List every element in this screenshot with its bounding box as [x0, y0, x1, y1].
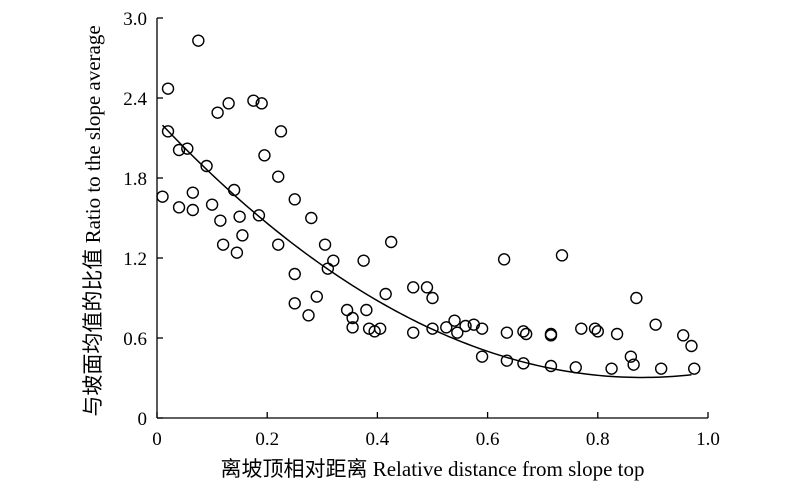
- data-point: [288, 267, 301, 281]
- data-point: [233, 210, 246, 223]
- x-tick-label: 0: [152, 429, 162, 450]
- data-point: [274, 125, 288, 138]
- data-point: [288, 193, 301, 206]
- y-tick-label: 2.4: [123, 89, 147, 110]
- x-tick-label: 0.4: [366, 429, 390, 450]
- data-point: [214, 214, 227, 227]
- data-point: [252, 209, 266, 222]
- data-point: [205, 198, 219, 211]
- data-point: [517, 325, 530, 338]
- data-point: [172, 201, 186, 214]
- data-point: [575, 322, 588, 335]
- data-point: [346, 311, 359, 325]
- data-point: [459, 319, 472, 333]
- data-point: [200, 159, 213, 173]
- x-tick-label: 1.0: [696, 429, 720, 450]
- x-tick-label: 0.6: [476, 429, 500, 450]
- data-point: [519, 327, 533, 341]
- y-tick-label: 3.0: [123, 9, 147, 30]
- data-point: [624, 350, 638, 363]
- data-point: [677, 329, 690, 342]
- data-point: [451, 326, 464, 339]
- data-point: [346, 321, 359, 334]
- data-point: [448, 314, 461, 327]
- data-point: [475, 350, 489, 363]
- data-point: [192, 34, 205, 47]
- data-point: [373, 322, 387, 335]
- data-point: [610, 327, 624, 341]
- data-point: [407, 281, 420, 294]
- data-point: [591, 325, 604, 338]
- data-point: [258, 149, 271, 162]
- data-point: [216, 238, 230, 251]
- data-point: [360, 303, 373, 317]
- data-point: [230, 246, 244, 259]
- data-point: [305, 211, 318, 225]
- data-point: [327, 254, 340, 267]
- data-point: [161, 125, 175, 138]
- x-axis-title: 离坡顶相对距离 Relative distance from slope top: [220, 457, 644, 481]
- data-point: [654, 362, 668, 375]
- data-point: [272, 238, 285, 251]
- data-point: [247, 94, 260, 107]
- data-point: [420, 281, 434, 294]
- y-axis-title-group: 与坡面均值的比值 Ratio to the slope average: [81, 25, 105, 416]
- data-points: [156, 34, 701, 375]
- data-point: [357, 254, 370, 267]
- data-point: [310, 290, 323, 303]
- axes: [156, 18, 708, 419]
- data-point: [627, 358, 640, 371]
- data-point: [497, 253, 511, 266]
- data-point: [500, 326, 514, 339]
- data-point: [172, 143, 186, 157]
- data-point: [605, 362, 618, 375]
- data-point: [426, 291, 439, 305]
- data-point: [340, 303, 354, 317]
- ticks: 0 0.2 0.4 0.6 0.8 1.0 0 0.6 1.2 1.8 2.4 3.0: [123, 9, 720, 450]
- data-point: [649, 318, 662, 331]
- data-point: [630, 291, 643, 305]
- data-point: [475, 322, 489, 335]
- data-point: [440, 321, 453, 334]
- x-tick-label: 0.2: [255, 429, 279, 450]
- data-point: [544, 359, 558, 373]
- data-point: [255, 97, 268, 110]
- data-point: [688, 362, 701, 375]
- data-point: [211, 106, 224, 119]
- data-point: [588, 322, 602, 335]
- data-point: [186, 186, 200, 199]
- data-point: [186, 203, 200, 217]
- data-point: [685, 339, 698, 353]
- y-tick-label: 0.6: [123, 329, 147, 350]
- data-point: [500, 354, 514, 367]
- data-point: [288, 297, 301, 310]
- data-point: [379, 287, 392, 301]
- data-point: [407, 326, 420, 339]
- data-point: [161, 82, 175, 95]
- data-point: [222, 97, 235, 110]
- data-point: [227, 183, 241, 197]
- data-point: [569, 361, 582, 374]
- data-point: [555, 249, 569, 262]
- data-point: [318, 238, 332, 251]
- data-point: [384, 235, 398, 249]
- y-tick-label: 1.8: [123, 169, 147, 190]
- y-tick-label: 0: [138, 409, 148, 430]
- data-point: [272, 170, 285, 183]
- y-axis-title: 与坡面均值的比值 Ratio to the slope average: [81, 25, 105, 416]
- data-point: [181, 142, 194, 155]
- data-point: [426, 322, 439, 335]
- y-tick-label: 1.2: [123, 249, 147, 270]
- x-tick-label: 0.8: [586, 429, 610, 450]
- data-point: [156, 190, 169, 203]
- data-point: [236, 229, 249, 242]
- data-point: [544, 327, 558, 341]
- data-point: [302, 309, 315, 322]
- trend-curve: [161, 124, 692, 379]
